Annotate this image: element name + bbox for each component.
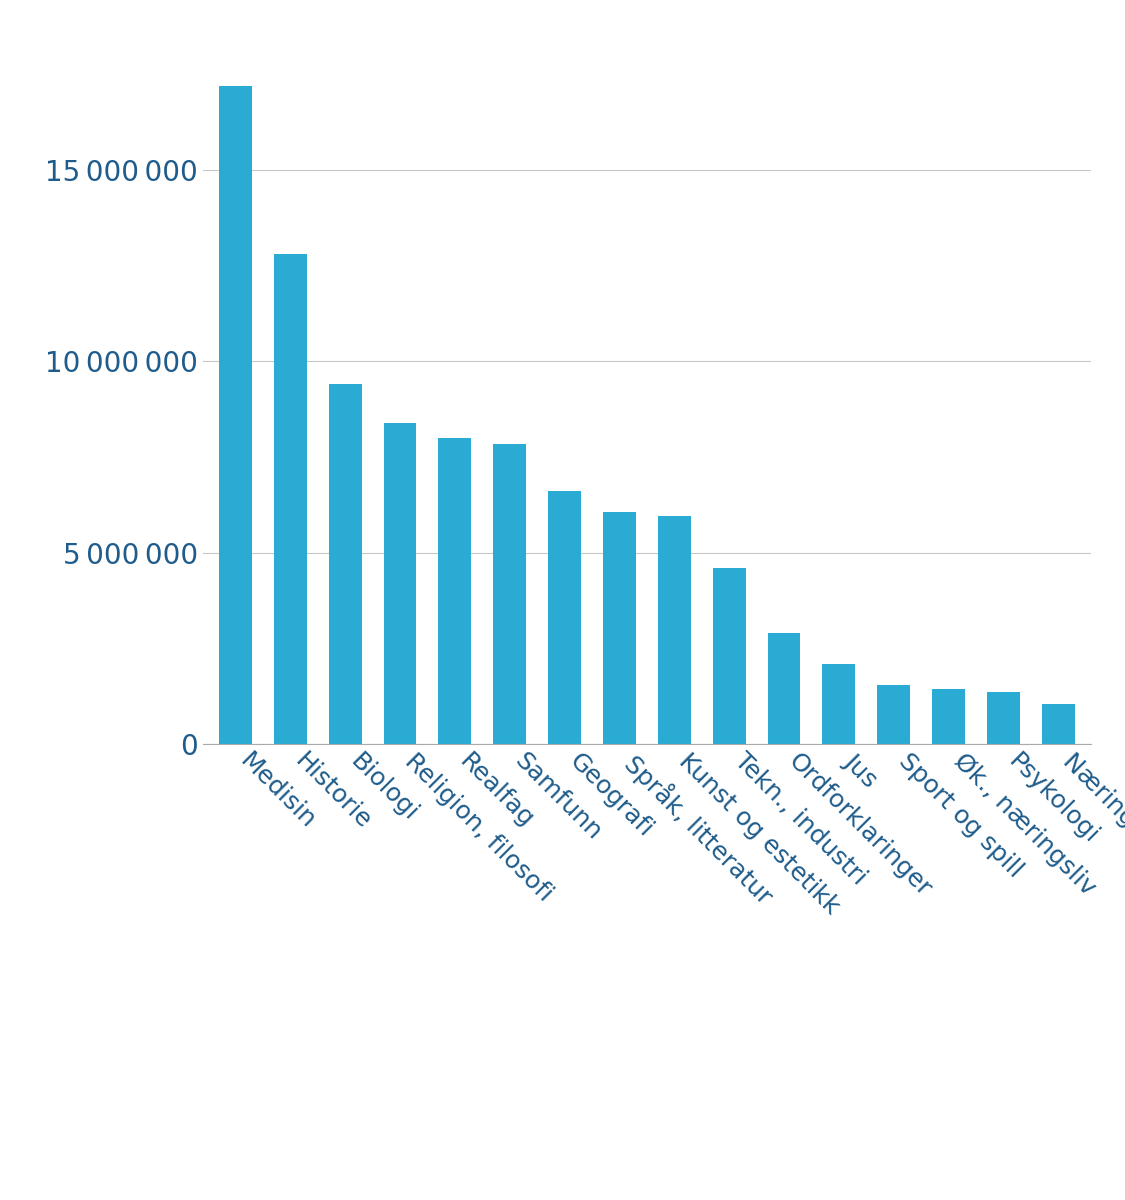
Bar bbox=[878, 685, 910, 744]
Bar bbox=[219, 85, 252, 744]
Bar bbox=[767, 634, 801, 744]
Bar bbox=[328, 384, 361, 744]
Bar bbox=[439, 438, 471, 744]
Bar bbox=[384, 422, 416, 744]
Bar bbox=[713, 568, 746, 744]
Bar bbox=[493, 444, 526, 744]
Bar bbox=[273, 254, 307, 744]
Bar bbox=[548, 492, 580, 744]
Bar bbox=[658, 516, 691, 744]
Bar bbox=[603, 512, 636, 744]
Bar bbox=[933, 689, 965, 744]
Bar bbox=[822, 664, 855, 744]
Bar bbox=[1042, 704, 1074, 744]
Bar bbox=[987, 692, 1020, 744]
